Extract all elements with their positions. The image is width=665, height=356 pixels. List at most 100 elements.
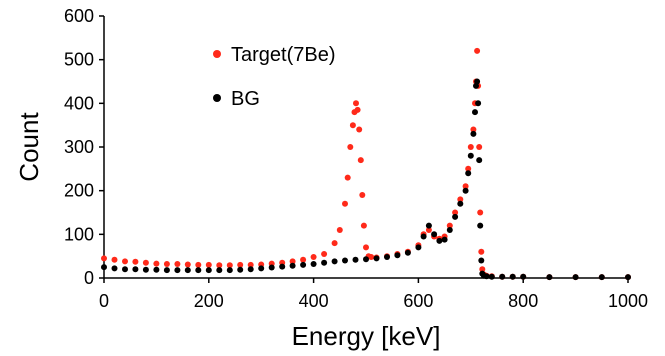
data-point <box>300 256 307 263</box>
data-point <box>462 183 469 190</box>
data-point <box>279 263 286 270</box>
data-point <box>470 126 477 133</box>
data-series <box>101 47 631 281</box>
y-tick-label: 0 <box>84 268 94 288</box>
data-point <box>349 122 356 129</box>
data-point <box>465 165 472 172</box>
data-point <box>477 222 484 229</box>
y-tick-label: 600 <box>64 6 94 26</box>
data-point <box>101 264 107 271</box>
y-tick-label: 200 <box>64 181 94 201</box>
data-point <box>237 261 244 268</box>
data-point <box>352 256 359 263</box>
data-point <box>499 273 506 280</box>
x-tick-label: 0 <box>99 291 109 311</box>
data-point <box>357 157 364 164</box>
data-point <box>342 257 348 264</box>
y-tick-label: 400 <box>64 93 94 113</box>
data-point <box>331 258 338 265</box>
data-point <box>122 266 128 273</box>
data-point <box>457 196 464 203</box>
data-point <box>446 227 453 233</box>
data-point <box>446 222 453 229</box>
data-point <box>425 227 432 233</box>
legend-marker <box>213 50 221 58</box>
data-point <box>174 261 181 267</box>
data-point <box>237 266 244 273</box>
data-point <box>483 273 490 280</box>
data-point <box>289 258 296 265</box>
legend: Target(7Be) BG <box>213 44 336 110</box>
data-point <box>321 251 328 257</box>
legend-label: Target(7Be) <box>231 44 336 66</box>
data-point <box>111 256 118 263</box>
data-point <box>258 265 265 272</box>
data-point <box>476 157 483 164</box>
data-point <box>142 266 149 273</box>
series-target <box>101 47 631 281</box>
data-point <box>132 266 139 273</box>
data-point <box>195 261 202 268</box>
series-bg <box>101 78 631 281</box>
y-tick-label: 100 <box>64 224 94 244</box>
x-tick-label: 800 <box>508 291 538 311</box>
data-point <box>226 267 233 274</box>
data-point <box>101 255 107 262</box>
data-point <box>344 174 351 181</box>
data-point <box>384 254 390 260</box>
data-point <box>122 258 128 265</box>
data-point <box>347 144 354 150</box>
data-point <box>300 261 307 268</box>
data-point <box>153 266 160 273</box>
data-point <box>216 262 223 269</box>
x-tick-label: 600 <box>403 291 433 311</box>
data-point <box>441 236 448 243</box>
data-point <box>520 273 527 280</box>
data-point <box>153 260 160 267</box>
data-point <box>457 200 464 207</box>
y-axis-title: Count <box>14 112 44 182</box>
data-point <box>331 240 338 247</box>
data-point <box>363 256 369 263</box>
x-tick-label: 1000 <box>608 291 648 311</box>
data-point <box>478 257 485 264</box>
data-point <box>452 209 459 216</box>
data-point <box>478 248 485 255</box>
tick-labels: 0 200 400 600 800 1000 0 100 200 300 400 500 600 <box>64 6 648 311</box>
data-point <box>470 130 477 137</box>
data-point <box>546 274 553 281</box>
data-point <box>359 192 366 198</box>
data-point <box>476 144 483 150</box>
data-point <box>363 244 369 251</box>
data-point <box>488 273 495 280</box>
data-point <box>404 249 411 256</box>
data-point <box>425 222 432 229</box>
data-point <box>142 259 149 266</box>
data-point <box>289 262 296 269</box>
data-point <box>336 227 343 233</box>
x-axis-title: Energy [keV] <box>292 321 441 351</box>
data-point <box>310 261 317 267</box>
data-point <box>509 273 516 280</box>
data-point <box>216 267 223 274</box>
data-point <box>436 237 443 244</box>
data-point <box>354 106 361 113</box>
data-point <box>475 100 482 107</box>
data-point <box>465 170 472 177</box>
data-point <box>474 47 481 54</box>
data-point <box>356 126 363 133</box>
data-point <box>205 267 212 274</box>
axes-layer <box>103 16 628 279</box>
y-tick-label: 500 <box>64 50 94 70</box>
data-point <box>321 259 328 266</box>
data-point <box>174 267 181 274</box>
data-point <box>572 274 579 281</box>
data-point <box>268 264 275 271</box>
data-point <box>394 252 401 259</box>
legend-label: BG <box>231 88 260 110</box>
data-point <box>415 244 422 251</box>
data-point <box>163 261 170 267</box>
x-tick-label: 200 <box>194 291 224 311</box>
